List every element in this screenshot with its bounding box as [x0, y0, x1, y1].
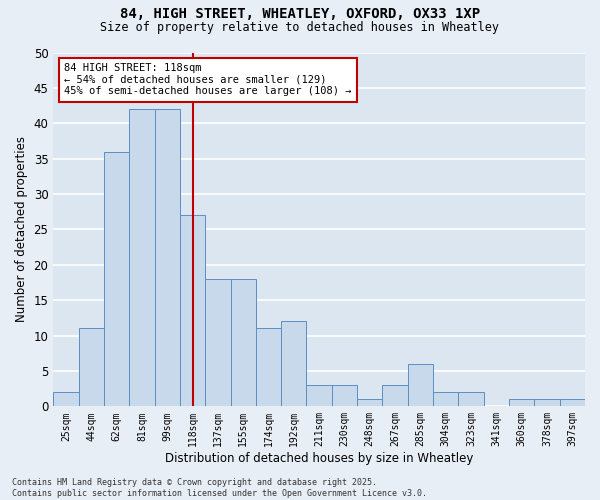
Bar: [535, 400, 560, 406]
Bar: [129, 109, 155, 406]
Text: 84 HIGH STREET: 118sqm
← 54% of detached houses are smaller (129)
45% of semi-de: 84 HIGH STREET: 118sqm ← 54% of detached…: [64, 63, 352, 96]
Bar: [560, 400, 585, 406]
Y-axis label: Number of detached properties: Number of detached properties: [15, 136, 28, 322]
Text: 84, HIGH STREET, WHEATLEY, OXFORD, OX33 1XP: 84, HIGH STREET, WHEATLEY, OXFORD, OX33 …: [120, 8, 480, 22]
X-axis label: Distribution of detached houses by size in Wheatley: Distribution of detached houses by size …: [165, 452, 473, 465]
Bar: [307, 385, 332, 406]
Bar: [332, 385, 357, 406]
Bar: [79, 328, 104, 406]
Bar: [433, 392, 458, 406]
Bar: [53, 392, 79, 406]
Bar: [357, 400, 382, 406]
Bar: [509, 400, 535, 406]
Text: Size of property relative to detached houses in Wheatley: Size of property relative to detached ho…: [101, 21, 499, 34]
Bar: [256, 328, 281, 406]
Bar: [205, 279, 230, 406]
Bar: [408, 364, 433, 406]
Text: Contains HM Land Registry data © Crown copyright and database right 2025.
Contai: Contains HM Land Registry data © Crown c…: [12, 478, 427, 498]
Bar: [180, 216, 205, 406]
Bar: [458, 392, 484, 406]
Bar: [382, 385, 408, 406]
Bar: [104, 152, 129, 406]
Bar: [155, 109, 180, 406]
Bar: [230, 279, 256, 406]
Bar: [281, 322, 307, 406]
